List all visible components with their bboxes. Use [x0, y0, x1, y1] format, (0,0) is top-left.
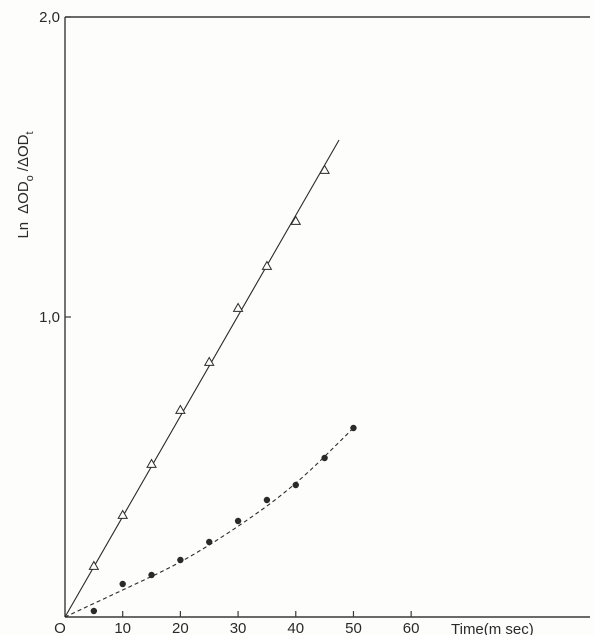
y-axis-title-part: ΔOD — [15, 134, 32, 167]
y-axis-title-part: o — [24, 175, 36, 181]
series-0-fit-line — [64, 139, 340, 618]
series-0-triangle-point — [290, 215, 302, 225]
series-1-dot-point — [292, 481, 299, 489]
series-1-dot-point — [234, 517, 242, 525]
x-axis-title: Time(m sec) — [451, 621, 534, 635]
y-axis-title-part: ΔOD — [15, 181, 32, 214]
y-axis-title-part: / — [15, 166, 32, 171]
series-1-dot-point — [119, 580, 126, 588]
x-tick-label: O — [54, 620, 66, 635]
series-1-fit-curve — [64, 427, 354, 618]
series-0-triangle-point — [261, 260, 273, 270]
series-0-triangle-point — [146, 458, 157, 468]
x-tick-label: 10 — [114, 620, 131, 635]
series-1-dot-point — [148, 571, 155, 579]
series-1-dot-point — [177, 556, 184, 564]
series-0-triangle-point — [88, 560, 100, 570]
x-tick-label: 20 — [172, 620, 189, 635]
series-1-dot-point — [263, 496, 271, 504]
series-1-dot-point — [350, 424, 357, 432]
y-tick-label: 2,0 — [39, 9, 60, 26]
y-axis-title: LnΔODo/ΔODt — [15, 131, 36, 238]
series-1-dot-point — [321, 454, 328, 462]
x-tick-label: 60 — [403, 620, 420, 635]
series-0-triangle-point — [232, 302, 244, 312]
series-0-triangle-point — [319, 164, 330, 174]
series-0-triangle-point — [117, 509, 129, 519]
series-1-dot-point — [206, 538, 213, 546]
x-tick-label: 40 — [287, 620, 304, 635]
series-0-triangle-point — [203, 356, 215, 366]
series-1-dot-point — [90, 607, 98, 615]
series-0-triangle-point — [175, 404, 186, 414]
x-tick-label: 30 — [230, 620, 247, 635]
y-tick-label: 1,0 — [39, 309, 60, 326]
y-axis-title-part: t — [24, 131, 36, 134]
y-axis-title-part: Ln — [15, 222, 32, 239]
x-tick-label: 50 — [345, 620, 362, 635]
